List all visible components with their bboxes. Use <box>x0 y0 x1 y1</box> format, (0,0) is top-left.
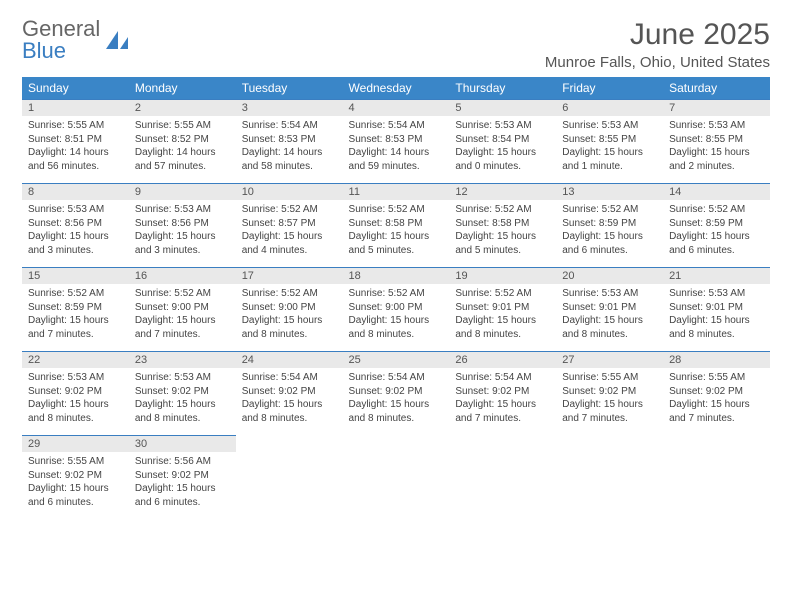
empty-cell <box>449 436 556 453</box>
weekday-header: Saturday <box>663 77 770 100</box>
day-info: Sunrise: 5:54 AMSunset: 9:02 PMDaylight:… <box>236 368 343 436</box>
day-number: 12 <box>449 184 556 201</box>
day-info: Sunrise: 5:52 AMSunset: 8:58 PMDaylight:… <box>343 200 450 268</box>
empty-cell <box>343 436 450 453</box>
location: Munroe Falls, Ohio, United States <box>545 54 770 71</box>
day-number: 14 <box>663 184 770 201</box>
day-info: Sunrise: 5:52 AMSunset: 8:59 PMDaylight:… <box>22 284 129 352</box>
logo-sail-icon <box>104 29 130 51</box>
day-info: Sunrise: 5:53 AMSunset: 9:02 PMDaylight:… <box>129 368 236 436</box>
day-number: 20 <box>556 268 663 285</box>
title-block: June 2025 Munroe Falls, Ohio, United Sta… <box>545 18 770 71</box>
month-title: June 2025 <box>545 18 770 52</box>
day-info: Sunrise: 5:56 AMSunset: 9:02 PMDaylight:… <box>129 452 236 519</box>
day-number: 11 <box>343 184 450 201</box>
day-number: 1 <box>22 100 129 117</box>
weekday-header: Sunday <box>22 77 129 100</box>
day-info: Sunrise: 5:55 AMSunset: 9:02 PMDaylight:… <box>556 368 663 436</box>
day-info: Sunrise: 5:53 AMSunset: 8:56 PMDaylight:… <box>22 200 129 268</box>
day-number: 13 <box>556 184 663 201</box>
day-number: 28 <box>663 352 770 369</box>
day-info: Sunrise: 5:52 AMSunset: 8:59 PMDaylight:… <box>663 200 770 268</box>
day-number: 27 <box>556 352 663 369</box>
day-number: 29 <box>22 436 129 453</box>
day-info: Sunrise: 5:55 AMSunset: 9:02 PMDaylight:… <box>22 452 129 519</box>
day-number: 3 <box>236 100 343 117</box>
weekday-header: Wednesday <box>343 77 450 100</box>
day-info-row: Sunrise: 5:53 AMSunset: 9:02 PMDaylight:… <box>22 368 770 436</box>
day-number-row: 1234567 <box>22 100 770 117</box>
day-number: 4 <box>343 100 450 117</box>
empty-cell <box>556 452 663 519</box>
empty-cell <box>449 452 556 519</box>
day-info: Sunrise: 5:53 AMSunset: 9:01 PMDaylight:… <box>556 284 663 352</box>
day-info-row: Sunrise: 5:52 AMSunset: 8:59 PMDaylight:… <box>22 284 770 352</box>
logo-text-bottom: Blue <box>22 38 66 63</box>
day-info-row: Sunrise: 5:55 AMSunset: 9:02 PMDaylight:… <box>22 452 770 519</box>
day-number: 15 <box>22 268 129 285</box>
day-number: 16 <box>129 268 236 285</box>
day-info: Sunrise: 5:54 AMSunset: 9:02 PMDaylight:… <box>343 368 450 436</box>
day-number-row: 15161718192021 <box>22 268 770 285</box>
empty-cell <box>663 452 770 519</box>
empty-cell <box>556 436 663 453</box>
day-info: Sunrise: 5:52 AMSunset: 8:57 PMDaylight:… <box>236 200 343 268</box>
empty-cell <box>236 436 343 453</box>
day-number: 6 <box>556 100 663 117</box>
day-info-row: Sunrise: 5:55 AMSunset: 8:51 PMDaylight:… <box>22 116 770 184</box>
day-info: Sunrise: 5:53 AMSunset: 8:54 PMDaylight:… <box>449 116 556 184</box>
day-number: 30 <box>129 436 236 453</box>
day-number: 17 <box>236 268 343 285</box>
day-number: 22 <box>22 352 129 369</box>
day-info: Sunrise: 5:52 AMSunset: 9:00 PMDaylight:… <box>129 284 236 352</box>
day-info: Sunrise: 5:52 AMSunset: 8:59 PMDaylight:… <box>556 200 663 268</box>
day-info: Sunrise: 5:52 AMSunset: 8:58 PMDaylight:… <box>449 200 556 268</box>
day-number: 9 <box>129 184 236 201</box>
weekday-header: Friday <box>556 77 663 100</box>
day-info: Sunrise: 5:53 AMSunset: 8:55 PMDaylight:… <box>556 116 663 184</box>
day-number: 23 <box>129 352 236 369</box>
weekday-header: Tuesday <box>236 77 343 100</box>
day-info-row: Sunrise: 5:53 AMSunset: 8:56 PMDaylight:… <box>22 200 770 268</box>
day-number: 7 <box>663 100 770 117</box>
day-info: Sunrise: 5:52 AMSunset: 9:00 PMDaylight:… <box>236 284 343 352</box>
empty-cell <box>236 452 343 519</box>
day-number-row: 2930 <box>22 436 770 453</box>
day-number: 5 <box>449 100 556 117</box>
calendar-table: SundayMondayTuesdayWednesdayThursdayFrid… <box>22 77 770 519</box>
day-info: Sunrise: 5:53 AMSunset: 9:01 PMDaylight:… <box>663 284 770 352</box>
day-info: Sunrise: 5:53 AMSunset: 8:55 PMDaylight:… <box>663 116 770 184</box>
day-info: Sunrise: 5:52 AMSunset: 9:00 PMDaylight:… <box>343 284 450 352</box>
day-number: 8 <box>22 184 129 201</box>
logo: General Blue <box>22 18 130 62</box>
day-info: Sunrise: 5:52 AMSunset: 9:01 PMDaylight:… <box>449 284 556 352</box>
day-number: 19 <box>449 268 556 285</box>
day-number-row: 22232425262728 <box>22 352 770 369</box>
day-number: 2 <box>129 100 236 117</box>
day-info: Sunrise: 5:55 AMSunset: 9:02 PMDaylight:… <box>663 368 770 436</box>
day-number-row: 891011121314 <box>22 184 770 201</box>
day-info: Sunrise: 5:54 AMSunset: 8:53 PMDaylight:… <box>343 116 450 184</box>
weekday-header-row: SundayMondayTuesdayWednesdayThursdayFrid… <box>22 77 770 100</box>
day-info: Sunrise: 5:55 AMSunset: 8:52 PMDaylight:… <box>129 116 236 184</box>
day-info: Sunrise: 5:55 AMSunset: 8:51 PMDaylight:… <box>22 116 129 184</box>
empty-cell <box>343 452 450 519</box>
day-number: 10 <box>236 184 343 201</box>
day-info: Sunrise: 5:53 AMSunset: 9:02 PMDaylight:… <box>22 368 129 436</box>
day-number: 25 <box>343 352 450 369</box>
weekday-header: Monday <box>129 77 236 100</box>
day-info: Sunrise: 5:54 AMSunset: 9:02 PMDaylight:… <box>449 368 556 436</box>
weekday-header: Thursday <box>449 77 556 100</box>
empty-cell <box>663 436 770 453</box>
day-number: 26 <box>449 352 556 369</box>
day-number: 21 <box>663 268 770 285</box>
day-number: 24 <box>236 352 343 369</box>
header: General Blue June 2025 Munroe Falls, Ohi… <box>22 18 770 71</box>
day-number: 18 <box>343 268 450 285</box>
day-info: Sunrise: 5:53 AMSunset: 8:56 PMDaylight:… <box>129 200 236 268</box>
day-info: Sunrise: 5:54 AMSunset: 8:53 PMDaylight:… <box>236 116 343 184</box>
